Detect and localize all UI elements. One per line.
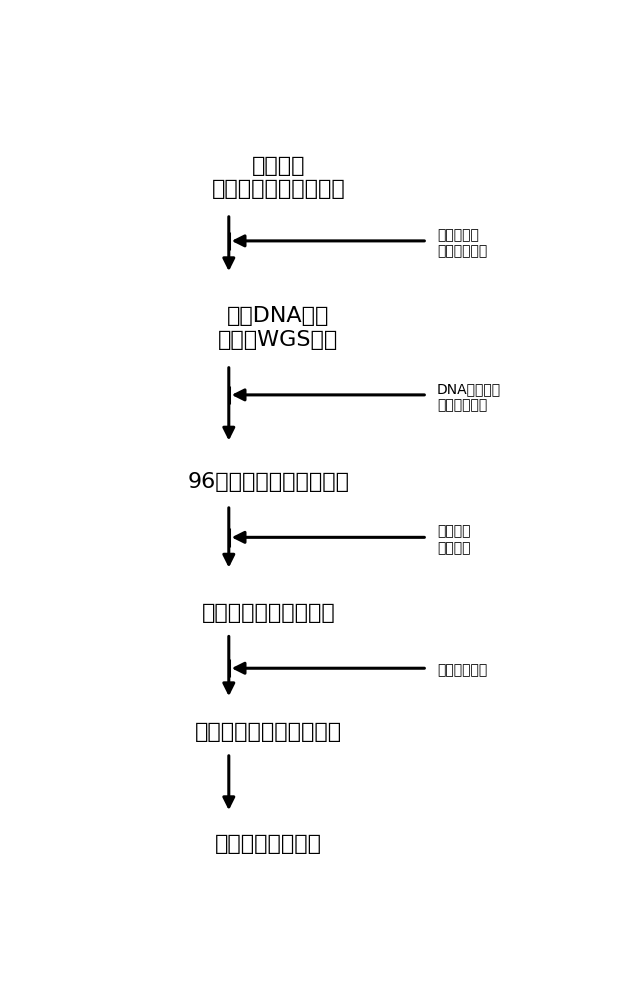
Text: 新肿瘤标志物应用: 新肿瘤标志物应用	[215, 834, 322, 854]
Text: 模型性能评估及结果比较: 模型性能评估及结果比较	[195, 722, 342, 742]
Text: 样本收集
（肿瘤患者和健康人）: 样本收集 （肿瘤患者和健康人）	[212, 156, 345, 199]
Text: 96种单碱基替换类型占比: 96种单碱基替换类型占比	[188, 472, 349, 492]
Text: DNA含量测定
测序数据质控: DNA含量测定 测序数据质控	[437, 382, 501, 412]
Text: 样本分组
特征筛选: 样本分组 特征筛选	[437, 525, 470, 555]
Text: 机器学习分类模型构建: 机器学习分类模型构建	[202, 603, 335, 623]
Text: 血浆DNA提取
低深度WGS测序: 血浆DNA提取 低深度WGS测序	[218, 306, 339, 350]
Text: 模型迭代训练: 模型迭代训练	[437, 664, 488, 678]
Text: 删除不符合
入组规则样本: 删除不符合 入组规则样本	[437, 228, 488, 258]
